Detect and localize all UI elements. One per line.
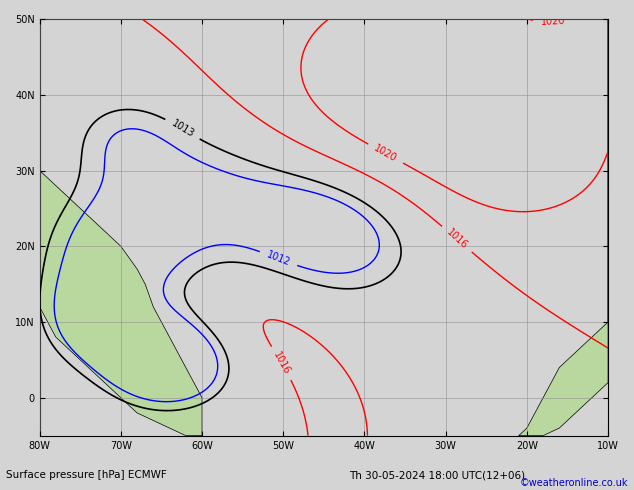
Text: 1020: 1020 (372, 143, 399, 164)
Text: Th 30-05-2024 18:00 UTC(12+06): Th 30-05-2024 18:00 UTC(12+06) (349, 470, 525, 480)
Text: 1016: 1016 (271, 350, 292, 376)
Polygon shape (39, 19, 202, 436)
Text: 1012: 1012 (265, 249, 292, 268)
Text: 1020: 1020 (540, 16, 566, 27)
Text: Surface pressure [hPa] ECMWF: Surface pressure [hPa] ECMWF (6, 470, 167, 480)
Text: 1013: 1013 (169, 119, 196, 140)
Text: 1016: 1016 (444, 227, 469, 251)
Polygon shape (519, 19, 608, 436)
Text: ©weatheronline.co.uk: ©weatheronline.co.uk (519, 478, 628, 488)
